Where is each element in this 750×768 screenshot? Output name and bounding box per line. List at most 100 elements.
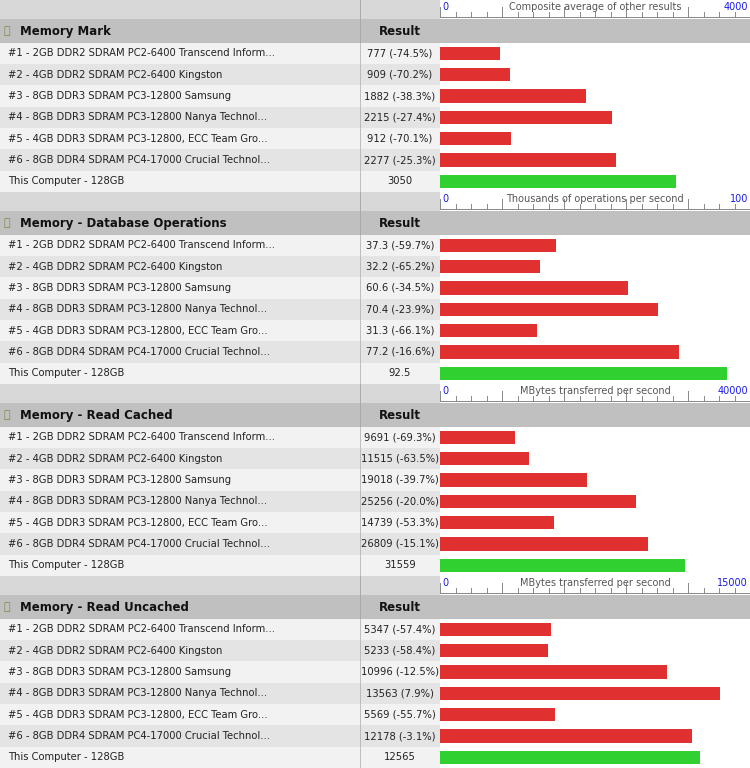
Text: #2 - 4GB DDR2 SDRAM PC2-6400 Kingston: #2 - 4GB DDR2 SDRAM PC2-6400 Kingston xyxy=(8,454,222,464)
Text: #5 - 4GB DDR3 SDRAM PC3-12800, ECC Team Gro...: #5 - 4GB DDR3 SDRAM PC3-12800, ECC Team … xyxy=(8,518,268,528)
Text: 26809 (-15.1%): 26809 (-15.1%) xyxy=(361,539,439,549)
Bar xyxy=(440,260,540,273)
Bar xyxy=(440,452,530,465)
Bar xyxy=(440,281,628,295)
Bar xyxy=(440,644,548,657)
Bar xyxy=(440,687,720,700)
Text: Memory - Read Cached: Memory - Read Cached xyxy=(20,409,172,422)
Text: 100: 100 xyxy=(730,194,748,204)
Text: 5569 (-55.7%): 5569 (-55.7%) xyxy=(364,710,436,720)
Text: This Computer - 128GB: This Computer - 128GB xyxy=(8,369,124,379)
Bar xyxy=(440,89,586,103)
Text: 4000: 4000 xyxy=(724,2,748,12)
Text: #2 - 4GB DDR2 SDRAM PC2-6400 Kingston: #2 - 4GB DDR2 SDRAM PC2-6400 Kingston xyxy=(8,70,222,80)
Bar xyxy=(440,729,692,743)
Text: 14739 (-53.3%): 14739 (-53.3%) xyxy=(362,518,439,528)
Text: 92.5: 92.5 xyxy=(388,369,411,379)
Text: 32.2 (-65.2%): 32.2 (-65.2%) xyxy=(366,262,434,272)
Text: Memory Mark: Memory Mark xyxy=(20,25,111,38)
Text: #5 - 4GB DDR3 SDRAM PC3-12800, ECC Team Gro...: #5 - 4GB DDR3 SDRAM PC3-12800, ECC Team … xyxy=(8,326,268,336)
Text: 25256 (-20.0%): 25256 (-20.0%) xyxy=(361,496,439,506)
Text: 12565: 12565 xyxy=(384,753,416,763)
Bar xyxy=(440,366,727,380)
Text: 0: 0 xyxy=(442,386,448,396)
Text: 37.3 (-59.7%): 37.3 (-59.7%) xyxy=(366,240,434,250)
Text: 70.4 (-23.9%): 70.4 (-23.9%) xyxy=(366,304,434,314)
Text: 77.2 (-16.6%): 77.2 (-16.6%) xyxy=(366,347,434,357)
Bar xyxy=(440,47,500,60)
Bar xyxy=(440,495,636,508)
Text: #1 - 2GB DDR2 SDRAM PC2-6400 Transcend Inform...: #1 - 2GB DDR2 SDRAM PC2-6400 Transcend I… xyxy=(8,48,275,58)
Text: 5233 (-58.4%): 5233 (-58.4%) xyxy=(364,646,436,656)
Text: 2277 (-25.3%): 2277 (-25.3%) xyxy=(364,155,436,165)
Text: Result: Result xyxy=(379,25,421,38)
Text: 💾: 💾 xyxy=(4,410,10,420)
Text: #3 - 8GB DDR3 SDRAM PC3-12800 Samsung: #3 - 8GB DDR3 SDRAM PC3-12800 Samsung xyxy=(8,475,231,485)
Text: #6 - 8GB DDR4 SDRAM PC4-17000 Crucial Technol...: #6 - 8GB DDR4 SDRAM PC4-17000 Crucial Te… xyxy=(8,731,270,741)
Text: Result: Result xyxy=(379,601,421,614)
Text: #6 - 8GB DDR4 SDRAM PC4-17000 Crucial Technol...: #6 - 8GB DDR4 SDRAM PC4-17000 Crucial Te… xyxy=(8,347,270,357)
Text: 12178 (-3.1%): 12178 (-3.1%) xyxy=(364,731,436,741)
Bar xyxy=(440,303,658,316)
Text: 0: 0 xyxy=(442,2,448,12)
Text: 0: 0 xyxy=(442,194,448,204)
Bar xyxy=(440,68,511,81)
Text: 3050: 3050 xyxy=(388,177,412,187)
Bar xyxy=(440,473,587,487)
Text: MBytes transferred per second: MBytes transferred per second xyxy=(520,386,670,396)
Text: Memory - Read Uncached: Memory - Read Uncached xyxy=(20,601,189,614)
Text: #4 - 8GB DDR3 SDRAM PC3-12800 Nanya Technol...: #4 - 8GB DDR3 SDRAM PC3-12800 Nanya Tech… xyxy=(8,496,267,506)
Text: #4 - 8GB DDR3 SDRAM PC3-12800 Nanya Technol...: #4 - 8GB DDR3 SDRAM PC3-12800 Nanya Tech… xyxy=(8,688,267,698)
Text: Result: Result xyxy=(379,217,421,230)
Text: MBytes transferred per second: MBytes transferred per second xyxy=(520,578,670,588)
Bar xyxy=(440,111,612,124)
Text: #4 - 8GB DDR3 SDRAM PC3-12800 Nanya Technol...: #4 - 8GB DDR3 SDRAM PC3-12800 Nanya Tech… xyxy=(8,112,267,122)
Bar xyxy=(440,345,680,359)
Text: 0: 0 xyxy=(442,578,448,588)
Text: 💾: 💾 xyxy=(4,602,10,612)
Text: Memory - Database Operations: Memory - Database Operations xyxy=(20,217,226,230)
Bar xyxy=(440,174,676,188)
Text: Thousands of operations per second: Thousands of operations per second xyxy=(506,194,684,204)
Text: #3 - 8GB DDR3 SDRAM PC3-12800 Samsung: #3 - 8GB DDR3 SDRAM PC3-12800 Samsung xyxy=(8,283,231,293)
Text: #2 - 4GB DDR2 SDRAM PC2-6400 Kingston: #2 - 4GB DDR2 SDRAM PC2-6400 Kingston xyxy=(8,646,222,656)
Text: #4 - 8GB DDR3 SDRAM PC3-12800 Nanya Technol...: #4 - 8GB DDR3 SDRAM PC3-12800 Nanya Tech… xyxy=(8,304,267,314)
Bar xyxy=(440,665,668,679)
Text: 40000: 40000 xyxy=(717,386,748,396)
Text: 11515 (-63.5%): 11515 (-63.5%) xyxy=(361,454,439,464)
Text: 2215 (-27.4%): 2215 (-27.4%) xyxy=(364,112,436,122)
Bar xyxy=(440,132,511,145)
Text: This Computer - 128GB: This Computer - 128GB xyxy=(8,561,124,571)
Text: #1 - 2GB DDR2 SDRAM PC2-6400 Transcend Inform...: #1 - 2GB DDR2 SDRAM PC2-6400 Transcend I… xyxy=(8,240,275,250)
Bar xyxy=(440,558,685,572)
Text: 💾: 💾 xyxy=(4,218,10,228)
Text: 13563 (7.9%): 13563 (7.9%) xyxy=(366,688,434,698)
Text: 31559: 31559 xyxy=(384,561,416,571)
Text: 909 (-70.2%): 909 (-70.2%) xyxy=(368,70,433,80)
Bar xyxy=(440,708,555,721)
Text: #1 - 2GB DDR2 SDRAM PC2-6400 Transcend Inform...: #1 - 2GB DDR2 SDRAM PC2-6400 Transcend I… xyxy=(8,624,275,634)
Bar xyxy=(440,431,515,444)
Text: 1882 (-38.3%): 1882 (-38.3%) xyxy=(364,91,436,101)
Text: 60.6 (-34.5%): 60.6 (-34.5%) xyxy=(366,283,434,293)
Text: #5 - 4GB DDR3 SDRAM PC3-12800, ECC Team Gro...: #5 - 4GB DDR3 SDRAM PC3-12800, ECC Team … xyxy=(8,134,268,144)
Text: Result: Result xyxy=(379,409,421,422)
Text: #6 - 8GB DDR4 SDRAM PC4-17000 Crucial Technol...: #6 - 8GB DDR4 SDRAM PC4-17000 Crucial Te… xyxy=(8,155,270,165)
Text: 15000: 15000 xyxy=(717,578,748,588)
Bar xyxy=(440,623,550,636)
Bar xyxy=(440,153,616,167)
Text: 912 (-70.1%): 912 (-70.1%) xyxy=(368,134,433,144)
Text: 10996 (-12.5%): 10996 (-12.5%) xyxy=(361,667,439,677)
Text: 9691 (-69.3%): 9691 (-69.3%) xyxy=(364,432,436,442)
Bar xyxy=(440,239,556,252)
Text: 💾: 💾 xyxy=(4,26,10,36)
Text: 5347 (-57.4%): 5347 (-57.4%) xyxy=(364,624,436,634)
Text: 19018 (-39.7%): 19018 (-39.7%) xyxy=(362,475,439,485)
Text: #6 - 8GB DDR4 SDRAM PC4-17000 Crucial Technol...: #6 - 8GB DDR4 SDRAM PC4-17000 Crucial Te… xyxy=(8,539,270,549)
Text: This Computer - 128GB: This Computer - 128GB xyxy=(8,177,124,187)
Text: #2 - 4GB DDR2 SDRAM PC2-6400 Kingston: #2 - 4GB DDR2 SDRAM PC2-6400 Kingston xyxy=(8,262,222,272)
Bar xyxy=(440,324,537,337)
Text: #1 - 2GB DDR2 SDRAM PC2-6400 Transcend Inform...: #1 - 2GB DDR2 SDRAM PC2-6400 Transcend I… xyxy=(8,432,275,442)
Text: #3 - 8GB DDR3 SDRAM PC3-12800 Samsung: #3 - 8GB DDR3 SDRAM PC3-12800 Samsung xyxy=(8,91,231,101)
Bar xyxy=(440,537,648,551)
